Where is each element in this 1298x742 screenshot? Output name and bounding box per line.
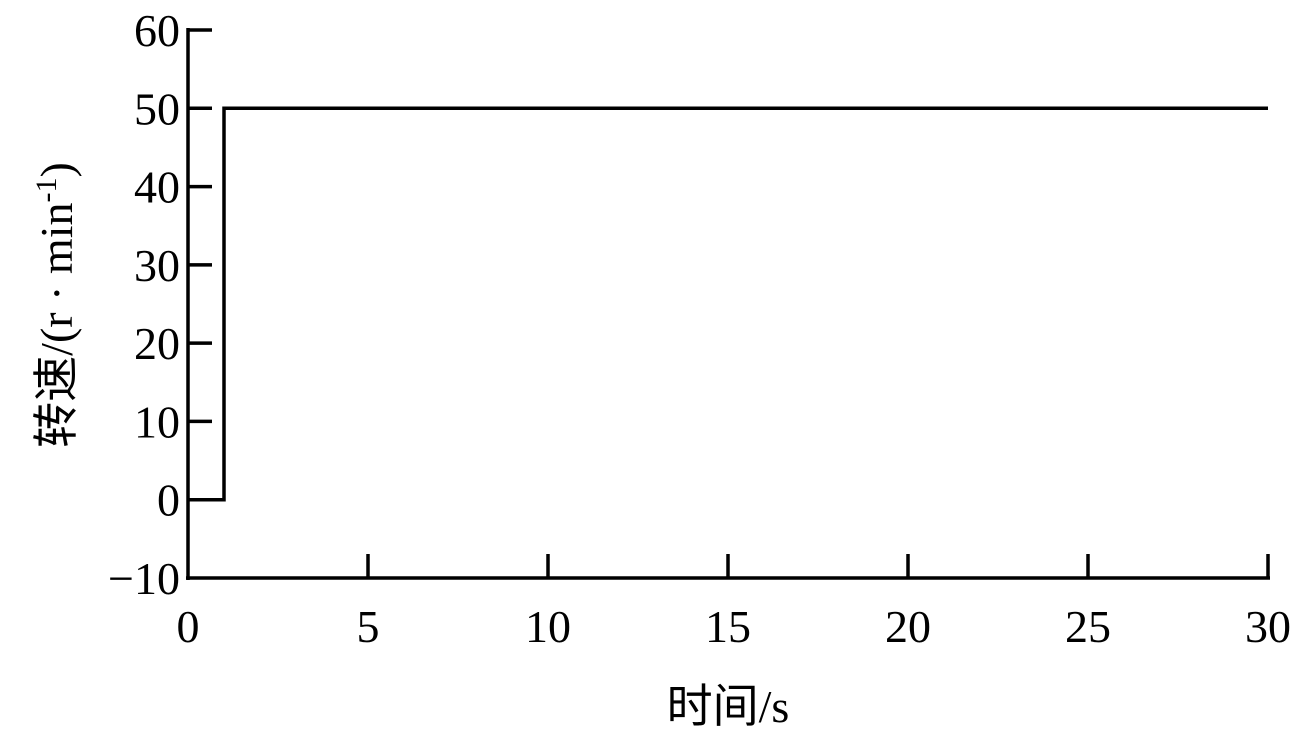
x-tick-label: 30	[1245, 601, 1291, 652]
y-axis-title-close: )	[31, 162, 82, 177]
x-tick-label: 5	[357, 601, 380, 652]
series	[188, 106, 1268, 502]
y-tick-label: 0	[157, 475, 180, 526]
y-axis-title: 转速/(r · min-1)	[30, 162, 82, 448]
x-tick-label: 15	[705, 601, 751, 652]
x-axis-title: 时间/s	[667, 681, 790, 732]
x-tick-label: 10	[525, 601, 571, 652]
series-line	[188, 106, 1268, 502]
axes	[186, 28, 1270, 580]
y-tick-label: 30	[134, 240, 180, 291]
y-tick-label: 20	[134, 318, 180, 369]
y-axis-title-main: 转速/(r · min	[31, 203, 82, 448]
x-tick-label: 0	[177, 601, 200, 652]
x-tick-label: 20	[885, 601, 931, 652]
y-tick-label: −10	[108, 553, 180, 604]
y-tick-label: 40	[134, 162, 180, 213]
y-tick-label: 60	[134, 5, 180, 56]
y-axis-title-sup: -1	[30, 178, 63, 203]
y-tick-label: 50	[134, 83, 180, 134]
y-tick-label: 10	[134, 396, 180, 447]
x-tick-label: 25	[1065, 601, 1111, 652]
